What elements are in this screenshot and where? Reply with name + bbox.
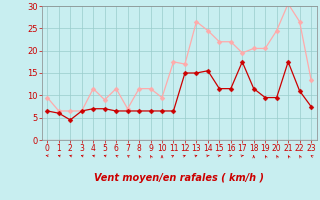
X-axis label: Vent moyen/en rafales ( km/h ): Vent moyen/en rafales ( km/h ) (94, 173, 264, 183)
